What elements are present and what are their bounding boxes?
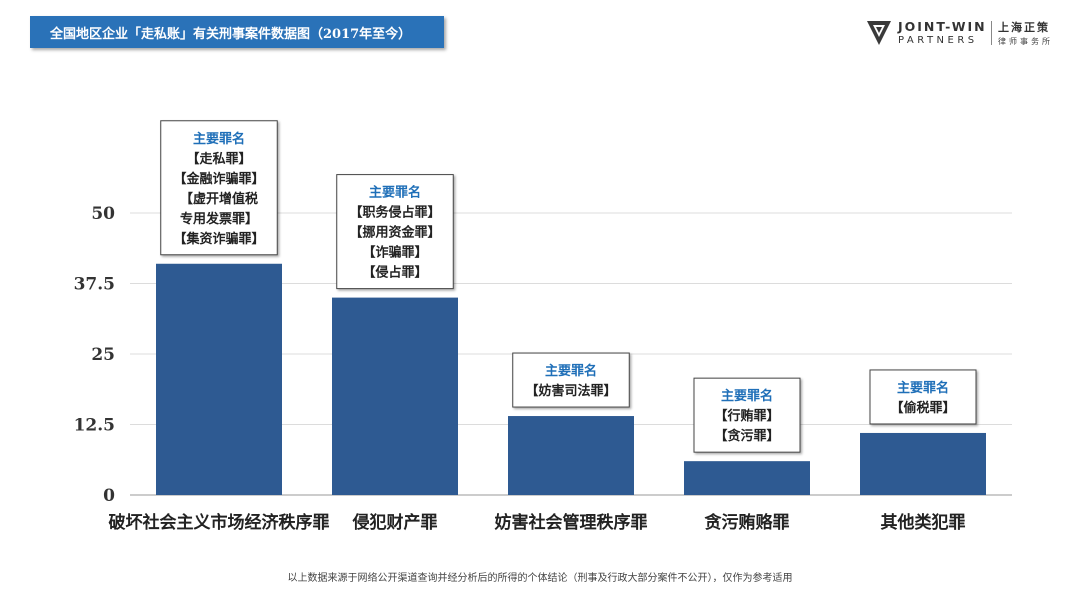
page-title: 全国地区企业「走私账」有关刑事案件数据图（2017年至今）: [50, 26, 412, 42]
annotation-heading: 主要罪名: [193, 131, 245, 147]
y-tick-label: 0: [103, 486, 115, 506]
annotation-line: 【侵占罪】: [362, 265, 427, 281]
annotation-box: [160, 120, 278, 256]
logo-cn-line2: 律师事务所: [998, 37, 1053, 46]
y-tick-label: 25: [91, 345, 115, 365]
annotation-box: [693, 377, 801, 453]
bar: [156, 263, 282, 495]
annotation-heading: 主要罪名: [369, 185, 421, 201]
logo-mark-icon: [867, 21, 891, 45]
x-category-label: 其他类犯罪: [881, 512, 966, 533]
logo-divider: [991, 21, 992, 45]
y-tick-label: 12.5: [74, 416, 115, 436]
annotation-line: 【挪用资金罪】: [349, 225, 440, 241]
annotation-line: 【集资诈骗罪】: [173, 231, 264, 247]
annotation-line: 【行贿罪】: [714, 408, 779, 424]
x-category-label: 贪污贿赂罪: [704, 512, 790, 533]
logo-cn-line1: 上海正策: [998, 21, 1050, 34]
x-category-label: 破坏社会主义市场经济秩序罪: [109, 512, 330, 533]
annotation-line: 【偷税罪】: [890, 400, 955, 416]
firm-logo: JOINT-WIN PARTNERS 上海正策 律师事务所: [866, 18, 1066, 48]
annotation-line: 【职务侵占罪】: [349, 205, 440, 221]
annotation-heading: 主要罪名: [897, 380, 949, 396]
bar: [508, 416, 634, 495]
title-banner: 全国地区企业「走私账」有关刑事案件数据图（2017年至今）: [30, 16, 444, 48]
annotation-heading: 主要罪名: [545, 363, 597, 379]
annotation-line: 专用发票罪】: [180, 211, 258, 227]
x-category-label: 侵犯财产罪: [352, 512, 438, 533]
annotation-line: 【妨害司法罪】: [525, 383, 616, 399]
annotation-box: [336, 174, 454, 290]
annotation-line: 【贪污罪】: [714, 428, 779, 444]
annotation-heading: 主要罪名: [721, 388, 773, 404]
bar: [684, 461, 810, 495]
y-tick-label: 37.5: [74, 275, 115, 295]
logo-name-line1: JOINT-WIN: [898, 19, 987, 34]
y-tick-label: 50: [91, 204, 115, 224]
x-category-label: 妨害社会管理秩序罪: [494, 512, 648, 533]
annotation-box: [512, 352, 630, 408]
bar: [332, 297, 458, 495]
bar-chart: 012.52537.550破坏社会主义市场经济秩序罪主要罪名【走私罪】【金融诈骗…: [74, 120, 1012, 533]
bar: [860, 432, 986, 495]
annotation-line: 【金融诈骗罪】: [173, 171, 264, 187]
logo-name-line2: PARTNERS: [898, 35, 978, 46]
annotation-line: 【虚开增值税: [180, 191, 258, 207]
annotation-box: [869, 369, 977, 425]
annotation-line: 【走私罪】: [186, 151, 251, 167]
annotation-line: 【诈骗罪】: [362, 245, 427, 261]
footnote: 以上数据来源于网络公开渠道查询并经分析后的所得的个体结论（刑事及行政大部分案件不…: [287, 573, 793, 584]
